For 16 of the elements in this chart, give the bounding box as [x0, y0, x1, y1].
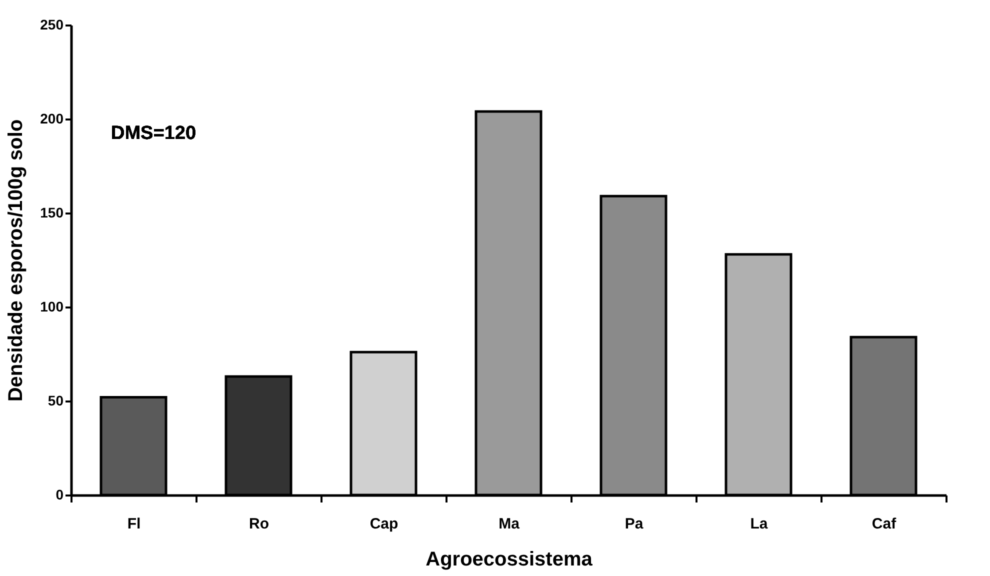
y-tick-label: 250	[40, 16, 64, 32]
y-tick-label: 50	[48, 392, 64, 408]
y-tick-label: 200	[40, 110, 64, 126]
annotation: DMS=120	[111, 123, 196, 144]
y-tick-label: 0	[56, 486, 64, 502]
x-tick-label: Ro	[249, 516, 269, 532]
x-axis-title: Agroecossistema	[426, 548, 594, 570]
x-tick-label: Pa	[624, 516, 644, 532]
x-tick-label: Ma	[498, 516, 520, 532]
y-tick-label: 100	[40, 298, 64, 314]
y-tick-label: 150	[40, 204, 64, 220]
x-tick-label: Cap	[370, 516, 398, 532]
x-tick-label: Fl	[127, 516, 141, 532]
x-tick-label: Caf	[872, 516, 898, 532]
x-tick-label: La	[750, 516, 768, 532]
y-axis-title: Densidade esporos/100g solo	[5, 119, 28, 402]
